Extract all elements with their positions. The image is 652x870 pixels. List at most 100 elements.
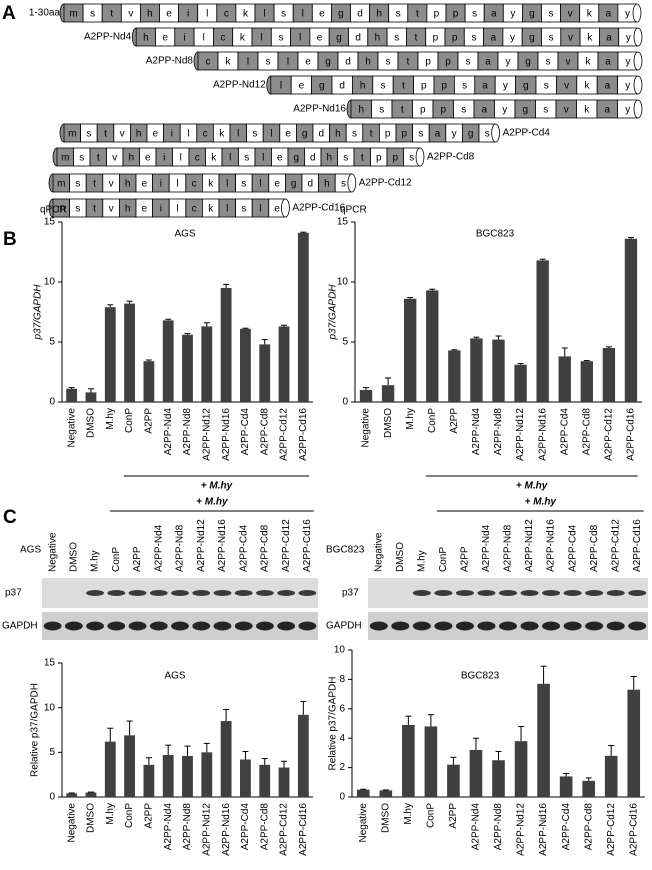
panel-label: B — [3, 229, 17, 250]
residue: v — [109, 179, 114, 190]
x-tick-label: A2PP-Cd4 — [240, 408, 251, 456]
residue: l — [176, 179, 178, 190]
blot-band — [455, 621, 474, 631]
chart-title: BGC823 — [461, 671, 500, 682]
bar — [514, 364, 527, 402]
x-tick-label: A2PP-Cd4 — [561, 803, 572, 851]
residue: m — [57, 204, 65, 215]
lane-label: A2PP-Cd12 — [610, 519, 621, 572]
bar — [278, 767, 290, 797]
residue: k — [585, 81, 591, 92]
residue: g — [293, 153, 299, 164]
peptide-name: A2PP-Cd4 — [503, 128, 551, 139]
residue: l — [261, 33, 263, 44]
y-tick-label: 5 — [342, 337, 348, 348]
residue: t — [370, 129, 373, 140]
residue: s — [343, 153, 348, 164]
residue: s — [252, 129, 257, 140]
residue: e — [285, 129, 291, 140]
bar — [604, 755, 618, 797]
residue: k — [226, 57, 232, 68]
x-tick-label: A2PP — [449, 408, 460, 434]
residue: y — [625, 81, 630, 92]
bar — [624, 238, 638, 402]
blot-band — [369, 621, 388, 631]
x-tick-label: A2PP-Nd8 — [493, 803, 504, 851]
bar — [297, 714, 309, 797]
bar — [426, 290, 439, 402]
residue: s — [86, 129, 91, 140]
chart-title: AGS — [164, 671, 185, 682]
residue: k — [584, 105, 590, 116]
blot-band — [213, 590, 232, 596]
bar — [514, 741, 528, 797]
lane-label: A2PP-Cd8 — [260, 524, 271, 572]
residue: k — [587, 33, 593, 44]
x-tick-label: A2PP-Nd12 — [201, 803, 212, 856]
blot-band — [213, 621, 232, 631]
residue: c — [224, 9, 229, 20]
x-tick-label: A2PP-Nd16 — [537, 408, 548, 461]
x-tick-label: A2PP — [144, 408, 155, 434]
residue: s — [546, 57, 551, 68]
residue: h — [358, 105, 364, 116]
residue: e — [317, 33, 323, 44]
blot-band — [149, 590, 168, 596]
residue: i — [187, 9, 189, 20]
bar — [124, 735, 135, 797]
residue: s — [386, 57, 391, 68]
residue: s — [244, 153, 249, 164]
residue: k — [208, 179, 214, 190]
residue: t — [415, 33, 418, 44]
bar — [240, 328, 251, 402]
peptide-name: 1-30aa — [29, 8, 61, 19]
x-tick-label: A2PP-Cd4 — [559, 408, 570, 456]
x-tick-label: M.hy — [405, 408, 416, 430]
residue: h — [143, 33, 149, 44]
y-tick-label: 10 — [334, 645, 346, 656]
x-tick-label: ConP — [427, 408, 438, 433]
residue: s — [341, 179, 346, 190]
y-axis-label: p37/GAPDH — [328, 284, 339, 341]
x-tick-label: A2PP-Nd8 — [182, 408, 193, 456]
y-tick-label: 6 — [339, 703, 345, 714]
bar — [558, 356, 571, 402]
blot-band — [234, 621, 253, 631]
cell-line: AGS — [20, 545, 41, 556]
residue: p — [445, 57, 451, 68]
x-tick-label: M.hy — [403, 803, 414, 825]
blot-band — [412, 590, 431, 596]
residue: h — [376, 9, 382, 20]
residue: h — [128, 153, 134, 164]
residue: k — [219, 129, 225, 140]
x-tick-label: A2PP-Nd4 — [471, 803, 482, 851]
x-tick-label: A2PP-Cd8 — [259, 803, 270, 851]
residue: s — [75, 179, 80, 190]
residue: g — [291, 179, 297, 190]
residue: g — [468, 129, 474, 140]
residue: e — [274, 179, 280, 190]
blot-band — [234, 590, 253, 596]
y-tick-label: 15 — [44, 658, 56, 669]
blot-band — [412, 621, 431, 631]
panel-label: C — [3, 507, 17, 528]
x-tick-label: A2PP-Cd8 — [581, 408, 592, 456]
residue: g — [325, 57, 331, 68]
bar — [124, 303, 135, 402]
peptide-name: A2PP-Cd8 — [427, 152, 475, 163]
residue: m — [61, 153, 69, 164]
lane-label: DMSO — [395, 542, 406, 572]
residue: h — [136, 129, 142, 140]
lane-label: A2PP-Cd4 — [238, 524, 249, 572]
y-tick-label: 4 — [339, 733, 345, 744]
residue: i — [160, 179, 162, 190]
bar — [402, 724, 415, 797]
blot-row-label: GAPDH — [326, 621, 362, 632]
lane-label: ConP — [438, 547, 449, 572]
bar — [278, 326, 290, 402]
lane-label: DMSO — [68, 542, 79, 572]
lane-label: A2PP-Nd4 — [481, 524, 492, 572]
residue: t — [93, 179, 96, 190]
residue: d — [339, 81, 345, 92]
x-tick-label: A2PP — [144, 803, 155, 829]
